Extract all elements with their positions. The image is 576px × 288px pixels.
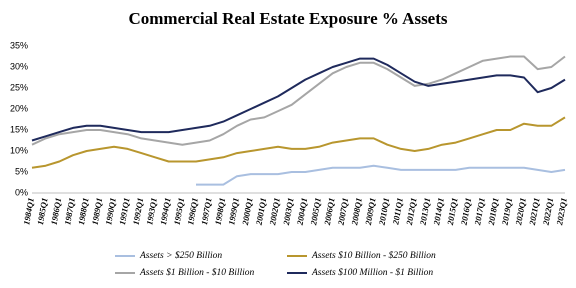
- y-tick-label: 30%: [10, 61, 28, 71]
- x-tick-label: 2023Q1: [554, 197, 569, 227]
- x-tick-label: 1994Q1: [158, 197, 173, 226]
- x-tick-label: 2010Q1: [376, 197, 391, 227]
- x-tick-label: 1984Q1: [21, 197, 36, 226]
- x-tick-label: 2003Q1: [281, 197, 296, 227]
- x-tick-label: 2018Q1: [486, 197, 501, 227]
- chart-title: Commercial Real Estate Exposure % Assets: [128, 9, 447, 28]
- y-tick-label: 0%: [15, 187, 28, 197]
- x-tick-label: 1989Q1: [90, 197, 105, 226]
- x-tick-label: 1985Q1: [35, 197, 50, 226]
- y-tick-label: 10%: [10, 145, 28, 155]
- x-tick-label: 1993Q1: [144, 197, 159, 226]
- x-tick-label: 1986Q1: [49, 197, 64, 226]
- x-tick-label: 1998Q1: [213, 197, 228, 226]
- x-tick-label: 2011Q1: [390, 197, 405, 226]
- x-tick-label: 1997Q1: [199, 197, 214, 226]
- series-line: [31, 55, 566, 146]
- x-tick-label: 2019Q1: [499, 197, 514, 227]
- x-tick-label: 2015Q1: [445, 197, 460, 227]
- x-tick-label: 2020Q1: [513, 197, 528, 227]
- y-tick-label: 35%: [10, 40, 28, 50]
- x-tick-label: 1990Q1: [103, 197, 118, 226]
- x-tick-label: 2013Q1: [417, 197, 432, 227]
- x-tick-label: 2006Q1: [322, 197, 337, 227]
- legend-label: Assets $10 Billion - $250 Billion: [311, 250, 436, 261]
- x-tick-label: 2021Q1: [527, 197, 542, 227]
- x-tick-label: 2014Q1: [431, 197, 446, 227]
- x-tick-label: 1992Q1: [131, 197, 146, 226]
- x-tick-label: 2008Q1: [349, 197, 364, 227]
- series-line: [31, 57, 566, 142]
- legend-label: Assets > $250 Billion: [139, 250, 222, 261]
- y-tick-label: 15%: [10, 124, 28, 134]
- x-tick-label: 2005Q1: [308, 197, 323, 227]
- x-tick-label: 2009Q1: [363, 197, 378, 227]
- x-tick-label: 1996Q1: [185, 197, 200, 226]
- y-tick-label: 25%: [10, 82, 28, 92]
- x-tick-label: 2002Q1: [267, 197, 282, 227]
- x-tick-label: 2012Q1: [404, 197, 419, 227]
- legend-label: Assets $100 Million - $1 Billion: [311, 267, 433, 278]
- x-tick-label: 2016Q1: [458, 197, 473, 227]
- y-tick-label: 20%: [10, 103, 28, 113]
- y-tick-label: 5%: [15, 166, 28, 176]
- x-tick-label: 1987Q1: [62, 197, 77, 226]
- legend-label: Assets $1 Billion - $10 Billion: [139, 267, 255, 278]
- series-line: [31, 116, 566, 169]
- x-tick-label: 2004Q1: [294, 197, 309, 227]
- x-tick-label: 1995Q1: [172, 197, 187, 226]
- x-tick-label: 1999Q1: [226, 197, 241, 226]
- x-tick-label: 1991Q1: [117, 197, 132, 226]
- x-tick-label: 2017Q1: [472, 197, 487, 227]
- x-tick-label: 2000Q1: [240, 197, 255, 227]
- x-tick-label: 2007Q1: [335, 197, 350, 227]
- x-tick-label: 1988Q1: [76, 197, 91, 226]
- x-tick-label: 2001Q1: [253, 197, 268, 227]
- x-tick-label: 2022Q1: [540, 197, 555, 227]
- series-line: [196, 164, 566, 186]
